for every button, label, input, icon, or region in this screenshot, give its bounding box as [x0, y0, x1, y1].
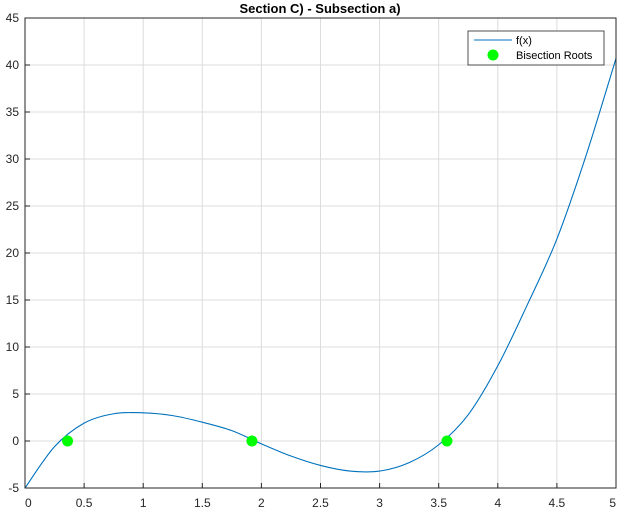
y-tick-labels: -5 0 5 10 15 20 25 30 35 40 45 [6, 11, 20, 495]
x-tick-label: 1 [140, 496, 147, 510]
tick-marks [24, 17, 617, 489]
y-tick-label: 25 [6, 199, 20, 213]
x-tick-label: 2 [258, 496, 265, 510]
series-layer [24, 58, 617, 489]
legend: f(x) Bisection Roots [467, 30, 605, 66]
root-marker [62, 435, 74, 447]
x-tick-label: 2.5 [312, 496, 329, 510]
y-tick-label: 0 [12, 434, 19, 448]
x-tick-label: 0.5 [76, 496, 93, 510]
x-tick-labels: 0 0.5 1 1.5 2 2.5 3 3.5 4 4.5 5 [25, 496, 616, 510]
y-tick-label: 15 [6, 293, 20, 307]
y-tick-label: 10 [6, 340, 20, 354]
y-tick-label: 45 [6, 11, 20, 25]
x-tick-label: 1.5 [194, 496, 211, 510]
chart-title: Section C) - Subsection a) [239, 1, 400, 16]
root-marker [246, 435, 258, 447]
x-tick-label: 4 [494, 496, 501, 510]
x-tick-label: 4.5 [549, 496, 566, 510]
y-tick-label: 40 [6, 58, 20, 72]
series-line-fx [24, 58, 617, 489]
legend-label-fx: f(x) [516, 35, 532, 47]
legend-marker-swatch [487, 49, 499, 61]
y-tick-label: -5 [8, 481, 19, 495]
y-tick-label: 35 [6, 105, 20, 119]
root-marker [441, 435, 453, 447]
x-tick-label: 5 [609, 496, 616, 510]
legend-label-roots: Bisection Roots [516, 50, 593, 62]
y-tick-label: 30 [6, 152, 20, 166]
y-tick-label: 5 [12, 387, 19, 401]
y-tick-label: 20 [6, 246, 20, 260]
x-tick-label: 3.5 [430, 496, 447, 510]
x-tick-label: 0 [25, 496, 32, 510]
x-tick-label: 3 [376, 496, 383, 510]
